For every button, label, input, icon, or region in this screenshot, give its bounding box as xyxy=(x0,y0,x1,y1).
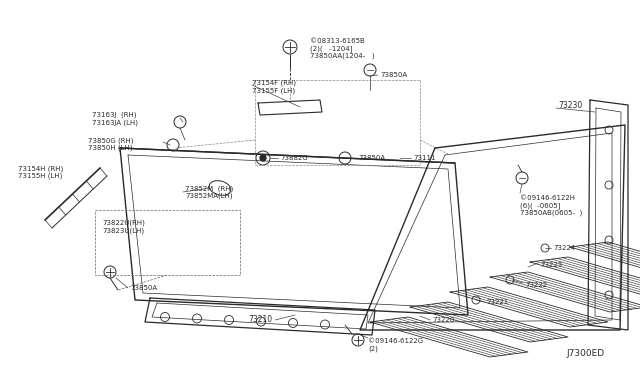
Text: 73850A: 73850A xyxy=(358,155,385,161)
Text: 73221: 73221 xyxy=(486,299,508,305)
Text: 73850A: 73850A xyxy=(380,72,407,78)
Text: 73224: 73224 xyxy=(553,245,575,251)
Text: ©09146-6122G
(2): ©09146-6122G (2) xyxy=(368,338,423,352)
Text: 73220: 73220 xyxy=(432,317,454,323)
Circle shape xyxy=(260,155,266,161)
Text: 73230: 73230 xyxy=(558,100,582,109)
Text: 73222: 73222 xyxy=(525,282,547,288)
Text: ©09146-6122H
(6)(  -0605]
73850AB(0605-  ): ©09146-6122H (6)( -0605] 73850AB(0605- ) xyxy=(520,195,582,216)
Text: 73882G: 73882G xyxy=(280,155,308,161)
Text: 73850G (RH)
73850H (LH): 73850G (RH) 73850H (LH) xyxy=(88,137,134,151)
Text: ©08313-6165B
(2)(   -1204]
73850AA(1204-   ): ©08313-6165B (2)( -1204] 73850AA(1204- ) xyxy=(310,38,374,59)
Text: 73163J  (RH)
73163JA (LH): 73163J (RH) 73163JA (LH) xyxy=(92,112,138,126)
Text: 73852M  (RH)
73852MA(LH): 73852M (RH) 73852MA(LH) xyxy=(185,185,233,199)
Text: 73822U(RH)
73823U(LH): 73822U(RH) 73823U(LH) xyxy=(102,220,145,234)
Text: 73210: 73210 xyxy=(248,315,272,324)
Text: 73154F (RH)
73155F (LH): 73154F (RH) 73155F (LH) xyxy=(252,80,296,94)
Text: J7300ED: J7300ED xyxy=(566,350,604,359)
Text: 73154H (RH)
73155H (LH): 73154H (RH) 73155H (LH) xyxy=(18,165,63,179)
Text: 73850A: 73850A xyxy=(130,285,157,291)
Text: 73111: 73111 xyxy=(413,155,435,161)
Text: 73223: 73223 xyxy=(540,262,563,268)
